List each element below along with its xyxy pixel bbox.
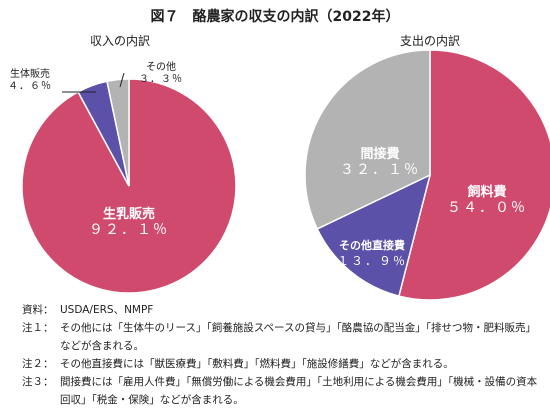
note-3: 注３： 間接費には「雇用人件費」「無償労働による機会費用」「土地利用による機会費用… — [22, 373, 542, 409]
slice-label: 生乳販売 — [103, 206, 155, 222]
slice-value-label: １３．９％ — [337, 254, 407, 268]
note-label: 注２： — [22, 358, 54, 370]
note-label: 注１： — [22, 322, 54, 334]
note-1: 注１： その他には「生体牛のリース」「飼養施設スペースの貸与」「酪農協の配当金」「… — [22, 319, 542, 355]
slice-value-label: ４．６％ — [8, 81, 52, 92]
figure-title: 図７ 酪農家の収支の内訳（2022年） — [150, 9, 400, 25]
note-source: 資料： USDA/ERS、NMPF — [22, 301, 542, 319]
note-text: その他には「生体牛のリース」「飼養施設スペースの貸与」「酪農協の配当金」「排せつ… — [60, 322, 536, 352]
note-2: 注２： その他直接費には「獣医療費」「敷料費」「燃料費」「施設修繕費」などが含まれ… — [22, 355, 542, 373]
pie-slice — [304, 49, 431, 230]
slice-label: その他 — [146, 60, 176, 73]
note-label: 注３： — [22, 376, 54, 388]
slice-value-label: ３．３％ — [139, 74, 183, 85]
pie-slice — [316, 173, 432, 297]
slice-label: 間接費 — [360, 146, 399, 162]
slice-label: 生体販売 — [10, 67, 50, 80]
leader-line — [119, 72, 125, 88]
slice-value-label: ３２．１％ — [340, 162, 420, 178]
slice-label: 飼料費 — [466, 184, 506, 200]
pie-slice — [106, 78, 130, 187]
note-text: 間接費には「雇用人件費」「無償労働による機会費用」「土地利用による機会費用」「機… — [60, 376, 538, 406]
slice-value-label: ９２．１％ — [89, 222, 169, 238]
expense-chart-title: 支出の内訳 — [399, 34, 460, 48]
income-chart-title: 収入の内訳 — [89, 34, 150, 48]
note-text: USDA/ERS、NMPF — [60, 304, 154, 316]
pie-slice — [397, 49, 550, 300]
slice-label: その他直接費 — [339, 238, 405, 252]
note-text: その他直接費には「獣医療費」「敷料費」「燃料費」「施設修繕費」などが含まれる。 — [60, 358, 454, 370]
slice-value-label: ５４．０％ — [447, 200, 527, 216]
note-label: 資料： — [22, 304, 54, 316]
notes: 資料： USDA/ERS、NMPF 注１： その他には「生体牛のリース」「飼養施設ス… — [22, 301, 542, 409]
